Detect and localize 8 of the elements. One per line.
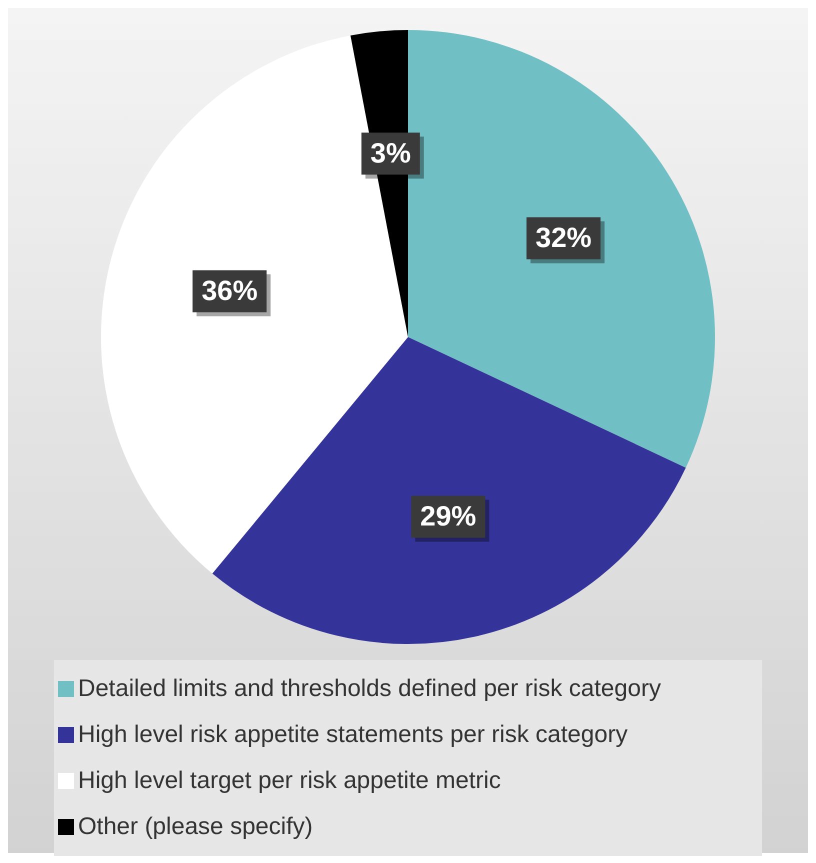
legend-label: High level target per risk appetite metric	[78, 767, 501, 795]
data-label: 36%	[202, 274, 258, 306]
legend-label: Detailed limits and thresholds defined per risk category	[78, 675, 661, 703]
data-label: 3%	[370, 137, 412, 168]
legend-label: High level risk appetite statements per risk category	[78, 721, 628, 749]
legend-label: Other (please specify)	[78, 813, 313, 841]
data-label: 32%	[536, 222, 592, 254]
data-label: 29%	[420, 500, 476, 532]
